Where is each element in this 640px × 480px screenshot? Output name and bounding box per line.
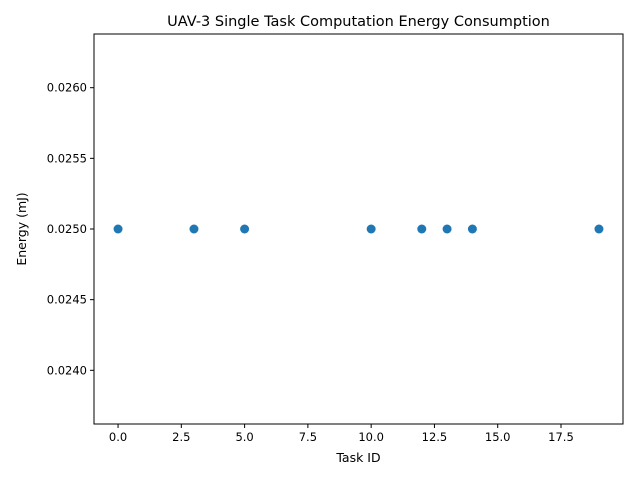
x-tick-label: 15.0 [485,430,511,444]
chart-title: UAV-3 Single Task Computation Energy Con… [167,14,550,30]
x-tick-label: 17.5 [548,430,574,444]
x-tick-label: 0.0 [109,430,127,444]
axes-frame [93,33,624,425]
x-tick-label: 5.0 [235,430,253,444]
y-tick-label: 0.0255 [47,151,87,165]
data-point [113,224,123,234]
data-point [467,224,477,234]
plot-area: 0.0 2.5 5.0 7.5 10.0 12.5 15.0 17.5 0.0240 0.0245… [47,81,604,444]
y-tick-label: 0.0260 [47,81,87,95]
x-axis-label: Task ID [335,450,380,465]
y-tick-label: 0.0250 [47,222,87,236]
data-point [417,224,427,234]
data-point [594,224,604,234]
data-point [240,224,250,234]
y-tick-label: 0.0240 [47,363,87,377]
x-tick-label: 10.0 [358,430,384,444]
x-tick-label: 2.5 [172,430,190,444]
data-point [189,224,199,234]
data-point [366,224,376,234]
data-point [442,224,452,234]
x-tick-label: 12.5 [422,430,448,444]
y-axis-label: Energy (mJ) [14,192,29,265]
y-tick-label: 0.0245 [47,293,87,307]
x-tick-label: 7.5 [299,430,317,444]
